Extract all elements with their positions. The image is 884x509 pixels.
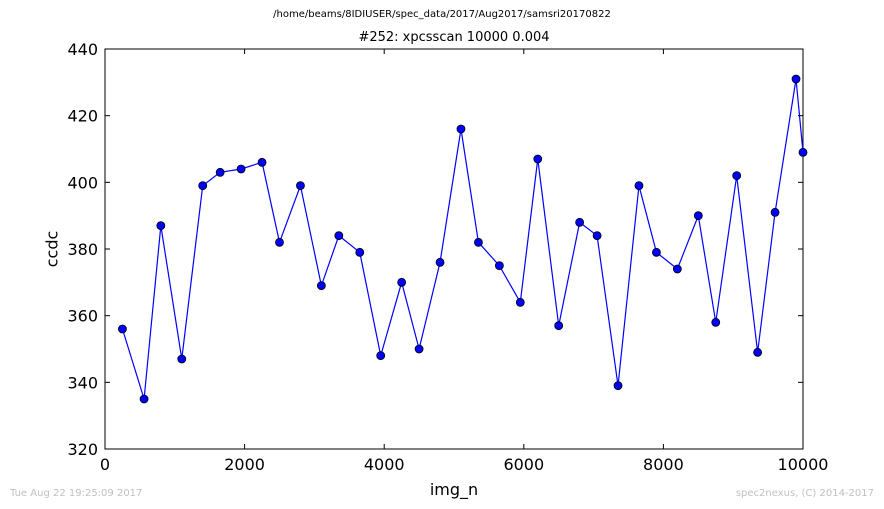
data-point — [215, 167, 225, 177]
data-point — [139, 394, 149, 404]
data-point — [456, 124, 466, 134]
data-point — [177, 354, 187, 364]
file-path-header: /home/beams/8IDIUSER/spec_data/2017/Aug2… — [273, 9, 611, 20]
x-tick-label: 4000 — [364, 455, 405, 474]
chart-title: #252: xpcsscan 10000 0.004 — [358, 30, 550, 45]
data-point — [494, 261, 504, 271]
x-tick-label: 8000 — [643, 455, 684, 474]
x-tick-label: 2000 — [224, 455, 265, 474]
data-point — [791, 74, 801, 84]
data-point — [652, 247, 661, 257]
data-point — [575, 217, 585, 227]
data-point — [474, 237, 483, 247]
y-tick-label: 340 — [67, 373, 98, 392]
data-point — [711, 317, 721, 327]
x-tick-label: 10000 — [778, 455, 829, 474]
data-point — [533, 154, 543, 164]
data-point — [397, 277, 407, 287]
footer-credit: spec2nexus, (C) 2014-2017 — [735, 488, 874, 499]
data-point — [257, 157, 267, 167]
y-tick-label: 380 — [67, 240, 98, 259]
data-point — [236, 164, 246, 174]
y-tick-label: 320 — [67, 440, 98, 459]
data-point — [613, 381, 623, 391]
data-point — [693, 211, 703, 221]
axis-ticks: 0 2000 4000 6000 8000 10000 320 340 360 380 400 420… — [67, 40, 828, 474]
data-point — [515, 297, 525, 307]
data-point — [554, 321, 564, 331]
y-axis-label: ccdc — [42, 230, 62, 268]
data-point — [156, 221, 166, 231]
data-point — [198, 181, 208, 191]
footer-timestamp: Tue Aug 22 19:25:09 2017 — [10, 488, 143, 499]
data-point — [634, 181, 644, 191]
data-point — [435, 257, 445, 267]
y-tick-label: 440 — [67, 40, 98, 59]
data-point — [414, 344, 424, 354]
x-axis-label: img_n — [429, 480, 479, 499]
plot-area-frame — [104, 48, 804, 450]
data-point — [275, 237, 284, 247]
y-tick-label: 400 — [67, 173, 98, 192]
data-point — [118, 324, 127, 334]
data-point — [732, 171, 742, 181]
data-point — [592, 231, 602, 241]
data-point — [296, 181, 305, 191]
data-point — [355, 247, 365, 257]
data-point — [753, 347, 763, 357]
y-tick-label: 420 — [67, 107, 98, 126]
x-tick-label: 0 — [100, 455, 110, 474]
series-layer — [118, 74, 808, 404]
data-point — [334, 231, 344, 241]
y-tick-label: 360 — [67, 307, 98, 326]
x-tick-label: 6000 — [503, 455, 544, 474]
data-point — [798, 147, 808, 157]
data-point — [770, 207, 780, 217]
data-point — [376, 351, 386, 361]
data-point — [672, 264, 682, 274]
data-point — [316, 281, 326, 291]
